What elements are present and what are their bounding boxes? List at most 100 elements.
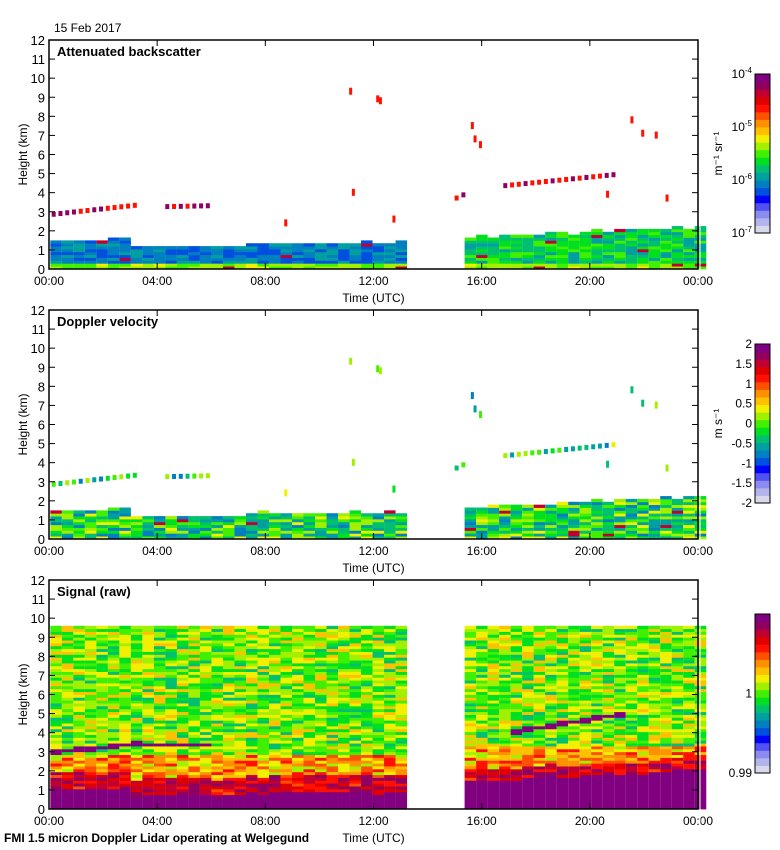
heatmap-cell: [107, 637, 120, 641]
heatmap-cell: [533, 743, 546, 747]
heatmap-cell: [533, 648, 546, 652]
heatmap-cell: [648, 757, 661, 761]
heatmap-cell: [211, 263, 223, 267]
heatmap-cell: [165, 645, 177, 650]
heatmap-cell: [73, 806, 85, 810]
heatmap-cell: [361, 717, 373, 721]
heatmap-cell: [107, 657, 120, 661]
heatmap-cell: [153, 688, 166, 693]
heatmap-cell: [568, 671, 580, 675]
heatmap-cell: [660, 228, 672, 233]
heatmap-cell: [395, 691, 408, 695]
heatmap-cell: [579, 510, 592, 514]
heatmap-cell: [395, 530, 408, 534]
heatmap-cell: [130, 246, 143, 250]
heatmap-cell: [476, 737, 488, 741]
heatmap-cell: [234, 743, 246, 747]
heatmap-cell: [303, 717, 316, 721]
heatmap-cell: [176, 766, 189, 770]
heatmap-cell: [176, 251, 189, 256]
heatmap-cell: [188, 660, 200, 664]
heatmap-cell: [464, 803, 477, 807]
heatmap-cell: [61, 711, 74, 715]
heatmap-cell: [510, 631, 523, 635]
heatmap-cell: [268, 794, 281, 798]
heatmap-cell: [50, 806, 62, 810]
heatmap-cell: [130, 800, 143, 804]
heatmap-cell: [476, 234, 488, 238]
heatmap-cell: [545, 246, 557, 250]
heatmap-cell: [96, 708, 108, 713]
heatmap-cell: [130, 663, 143, 667]
heatmap-cell: [545, 746, 557, 750]
heatmap-cell: [61, 768, 74, 773]
cloud-cell: [630, 116, 634, 124]
heatmap-cell: [602, 677, 615, 681]
heatmap-cell: [694, 748, 707, 753]
heatmap-cell: [579, 634, 592, 638]
heatmap-cell: [61, 263, 74, 267]
heatmap-cell: [487, 788, 500, 793]
heatmap-cell: [268, 663, 281, 667]
cloud-cell: [550, 178, 555, 184]
heatmap-cell: [199, 524, 212, 528]
heatmap-cell: [637, 754, 649, 758]
heatmap-cell: [280, 786, 293, 790]
heatmap-cell: [660, 780, 672, 784]
heatmap-cell: [361, 788, 373, 793]
heatmap-cell: [188, 737, 200, 741]
heatmap-cell: [165, 680, 177, 684]
heatmap-cell: [96, 763, 108, 767]
heatmap-cell: [568, 651, 580, 655]
heatmap-cell: [556, 783, 569, 787]
heatmap-cell: [372, 260, 385, 264]
heatmap-cell: [176, 260, 189, 264]
heatmap-cell: [591, 243, 603, 247]
heatmap-cell: [176, 797, 189, 801]
heatmap-cell: [384, 711, 396, 715]
heatmap-cell: [211, 768, 223, 773]
heatmap-cell: [222, 703, 235, 707]
heatmap-cell: [372, 640, 385, 644]
heatmap-cell: [591, 651, 603, 655]
heatmap-cell: [683, 705, 695, 710]
heatmap-cell: [107, 651, 120, 655]
heatmap-cell: [50, 728, 62, 733]
heatmap-cell: [487, 774, 500, 778]
heatmap-cell: [338, 263, 350, 267]
heatmap-cell: [522, 803, 534, 807]
heatmap-cell: [648, 754, 661, 758]
heatmap-cell: [96, 668, 108, 672]
heatmap-cell: [107, 625, 120, 630]
heatmap-cell: [280, 683, 293, 687]
heatmap-cell: [625, 720, 638, 724]
heatmap-cell: [660, 645, 672, 650]
heatmap-cell: [96, 731, 108, 735]
heatmap-cell: [107, 631, 120, 635]
heatmap-cell: [361, 521, 373, 526]
heatmap-cell: [234, 760, 246, 764]
heatmap-cell: [361, 631, 373, 635]
heatmap-cell: [637, 797, 649, 801]
heatmap-cell: [188, 637, 200, 641]
heatmap-cell: [545, 711, 557, 715]
heatmap-cell: [326, 797, 339, 801]
heatmap-cell: [510, 513, 523, 517]
heatmap-cell: [211, 728, 223, 733]
heatmap-cell: [188, 748, 200, 753]
heatmap-cell: [384, 524, 396, 528]
heatmap-cell: [142, 751, 154, 756]
heatmap-cell: [50, 243, 62, 247]
heatmap-cell: [648, 800, 661, 804]
heatmap-cell: [130, 266, 143, 270]
heatmap-cell: [395, 731, 408, 735]
heatmap-cell: [222, 628, 235, 632]
colorbar-tick-label: 0: [745, 417, 752, 431]
heatmap-cell: [349, 720, 362, 724]
heatmap-cell: [556, 651, 569, 655]
heatmap-cell: [107, 791, 120, 796]
heatmap-cell: [245, 806, 258, 810]
heatmap-cell: [84, 806, 97, 810]
heatmap-cell: [245, 680, 258, 684]
heatmap-cell: [556, 234, 569, 238]
